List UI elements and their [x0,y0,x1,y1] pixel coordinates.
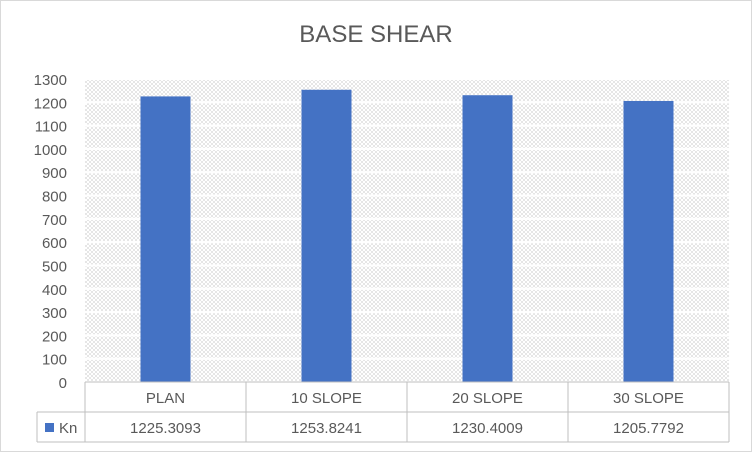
y-tick-label: 1000 [34,142,67,159]
grid-band [85,266,729,288]
y-tick-label: 800 [42,189,67,206]
x-category-label: 30 SLOPE [613,390,684,407]
x-category-label: 20 SLOPE [452,390,523,407]
y-axis: 0 100 200 300 400 500 600 700 800 900 1000 1100 1200… [34,72,67,392]
bar [462,95,513,382]
grid-band [85,243,729,265]
bar [140,96,191,382]
y-tick-label: 1300 [34,72,67,89]
bars [140,89,674,382]
y-tick-label: 300 [42,305,67,322]
gridlines [85,78,729,383]
grid-band [85,336,729,358]
y-tick-label: 200 [42,328,67,345]
y-tick-label: 900 [42,165,67,182]
x-category-label: PLAN [146,390,185,407]
grid-band [85,219,729,242]
y-tick-label: 0 [59,375,67,392]
grid-band [85,126,729,148]
y-tick-label: 1100 [35,119,67,136]
grid-band [85,173,729,195]
grid-band [85,80,729,102]
data-table-value: 1225.3093 [130,420,201,437]
y-tick-label: 600 [42,235,67,252]
data-table-value: 1253.8241 [291,420,362,437]
data-table-value: 1205.7792 [613,420,684,437]
y-tick-label: 100 [42,352,67,369]
bar [301,89,352,382]
grid-band [85,149,729,172]
grid-band [85,196,729,218]
x-category-label: 10 SLOPE [291,390,362,407]
y-tick-label: 500 [42,258,67,275]
grid-band [85,313,729,335]
y-tick-label: 700 [42,212,67,229]
data-table: PLAN 10 SLOPE 20 SLOPE 30 SLOPE Kn 1225.3093 1… [36,381,730,443]
grid-band [85,103,729,125]
data-table-value: 1230.4009 [452,420,523,437]
legend-swatch [45,423,54,432]
bar [623,100,674,382]
chart-title: BASE SHEAR [299,21,453,48]
grid-band [85,359,729,381]
legend-label: Kn [59,420,77,437]
y-tick-label: 1200 [34,95,67,112]
grid-band [85,289,729,312]
y-tick-label: 400 [42,282,67,299]
